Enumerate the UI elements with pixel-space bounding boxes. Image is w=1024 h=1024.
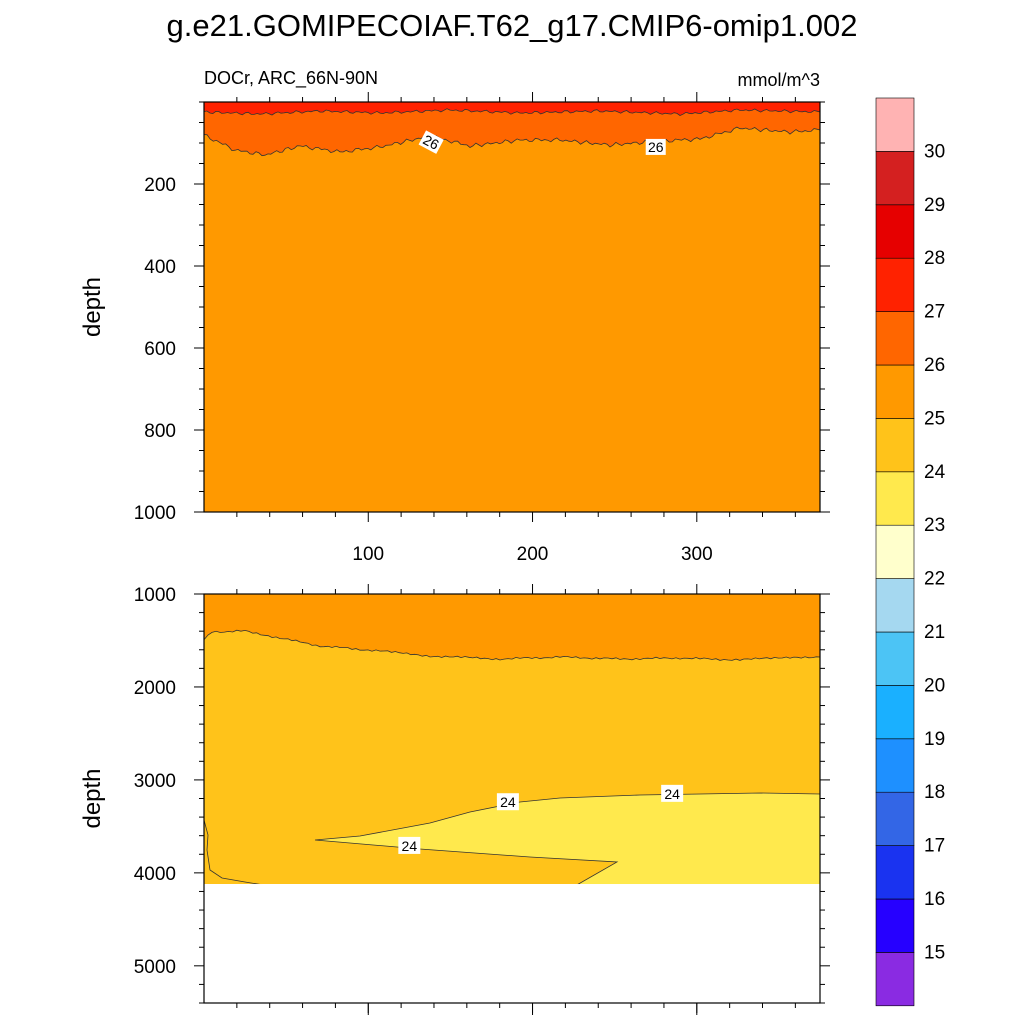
colorbar-label: 15 bbox=[924, 942, 945, 963]
colorbar-label: 21 bbox=[924, 622, 945, 643]
chart-title: g.e21.GOMIPECOIAF.T62_g17.CMIP6-omip1.00… bbox=[167, 8, 858, 43]
contour-25 bbox=[203, 629, 821, 661]
region-25-26 bbox=[204, 102, 820, 512]
contour-label-bottom: 24 bbox=[500, 794, 516, 810]
colorbar-label: 24 bbox=[924, 462, 946, 483]
colorbar-box bbox=[875, 578, 915, 633]
top-axis-ytick-label: 800 bbox=[144, 421, 176, 442]
colorbar-box bbox=[875, 311, 915, 366]
top-panel: 26 26 200 400 600 800 1000 depth 100 200 300 bbox=[79, 92, 830, 565]
colorbar-box bbox=[875, 151, 915, 206]
contour-27 bbox=[203, 108, 821, 116]
contour-label-bottom: 24 bbox=[402, 838, 418, 854]
colorbar: 15 16 17 18 19 20 21 22 23 24 25 26 27 28 29 30 bbox=[875, 97, 946, 1007]
colorbar-box bbox=[875, 952, 915, 1007]
bottom-axis-ylabel: depth bbox=[79, 768, 106, 828]
subtitle-units: mmol/m^3 bbox=[738, 70, 820, 90]
top-xtick-label: 200 bbox=[517, 544, 549, 565]
bottom-axis-ytick-label: 2000 bbox=[134, 678, 176, 699]
top-axis-ytick-label: 400 bbox=[144, 257, 176, 278]
top-axis-ytick-label: 600 bbox=[144, 339, 176, 360]
contour-label-top: 26 bbox=[418, 130, 444, 154]
colorbar-box bbox=[875, 791, 915, 846]
contour-24-west bbox=[203, 819, 271, 887]
colorbar-label: 22 bbox=[924, 569, 945, 590]
contour-label-top: 26 bbox=[645, 138, 666, 155]
contour-label-text: 26 bbox=[421, 131, 442, 153]
region-23-24 bbox=[315, 793, 820, 886]
contour-label-box bbox=[645, 138, 666, 155]
colorbar-box bbox=[875, 685, 915, 740]
contour-label-box bbox=[418, 130, 444, 154]
region-25-26 bbox=[204, 594, 820, 661]
top-xtick-label: 300 bbox=[681, 544, 713, 565]
contour-label-text: 26 bbox=[648, 139, 664, 155]
colorbar-label: 18 bbox=[924, 782, 945, 803]
colorbar-box bbox=[875, 257, 915, 312]
top-axis-ytick-label: 1000 bbox=[134, 503, 176, 524]
bottom-axis-ytick-label: 1000 bbox=[134, 585, 176, 606]
colorbar-label: 30 bbox=[924, 141, 945, 162]
bottom-axis-ytick-label: 5000 bbox=[134, 957, 176, 978]
colorbar-label: 19 bbox=[924, 729, 945, 750]
colorbar-label: 28 bbox=[924, 248, 945, 269]
ocean-floor-mask bbox=[204, 884, 820, 1003]
region-27-28 bbox=[204, 102, 820, 116]
colorbar-label: 29 bbox=[924, 195, 945, 216]
contour-label-bottom: 24 bbox=[664, 786, 680, 802]
colorbar-label: 25 bbox=[924, 408, 945, 429]
colorbar-box bbox=[875, 364, 915, 419]
colorbar-box bbox=[875, 898, 915, 953]
top-axis-ylabel: depth bbox=[79, 277, 106, 337]
bottom-axis-ytick-label: 4000 bbox=[134, 864, 176, 885]
contour-26 bbox=[203, 126, 821, 157]
contour-label-box bbox=[398, 836, 421, 854]
contour-label-box bbox=[661, 784, 684, 802]
colorbar-label: 23 bbox=[924, 515, 945, 536]
colorbar-label: 17 bbox=[924, 836, 945, 857]
colorbar-box bbox=[875, 845, 915, 900]
top-xtick-label: 100 bbox=[352, 544, 384, 565]
colorbar-label: 27 bbox=[924, 302, 945, 323]
top-axis-ytick-label: 200 bbox=[144, 175, 176, 196]
colorbar-box bbox=[875, 738, 915, 793]
colorbar-box bbox=[875, 204, 915, 259]
region-26-27 bbox=[204, 102, 820, 156]
contour-label-box bbox=[496, 793, 519, 811]
subtitle-left: DOCr, ARC_66N-90N bbox=[204, 68, 378, 89]
colorbar-box bbox=[875, 418, 915, 473]
colorbar-label: 16 bbox=[924, 889, 945, 910]
colorbar-box bbox=[875, 524, 915, 579]
bottom-axis-ytick-label: 3000 bbox=[134, 771, 176, 792]
bottom-panel: 24 24 24 1000 2000 3000 4000 5000 depth bbox=[79, 584, 830, 1015]
colorbar-box bbox=[875, 97, 915, 152]
colorbar-box bbox=[875, 471, 915, 526]
contour-24 bbox=[314, 792, 821, 887]
colorbar-label: 20 bbox=[924, 675, 945, 696]
colorbar-label: 26 bbox=[924, 355, 945, 376]
colorbar-box bbox=[875, 631, 915, 686]
